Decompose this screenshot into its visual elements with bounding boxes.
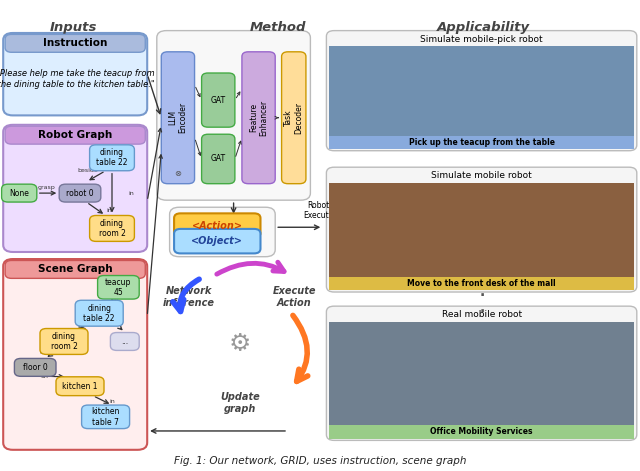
FancyBboxPatch shape [170, 207, 275, 257]
Text: <Object>: <Object> [191, 236, 243, 246]
Text: Simulate mobile-pick robot: Simulate mobile-pick robot [420, 34, 543, 44]
Text: ·
·: · · [479, 289, 484, 319]
Text: Pick up the teacup from the table: Pick up the teacup from the table [408, 138, 555, 147]
FancyBboxPatch shape [326, 31, 637, 151]
FancyBboxPatch shape [97, 276, 140, 299]
Text: Feature
Enhancer: Feature Enhancer [249, 100, 268, 136]
FancyBboxPatch shape [3, 125, 147, 252]
Text: dining
room 2: dining room 2 [99, 219, 125, 238]
FancyBboxPatch shape [329, 277, 634, 290]
Text: Fig. 1: Our network, GRID, uses instruction, scene graph: Fig. 1: Our network, GRID, uses instruct… [173, 455, 467, 466]
FancyBboxPatch shape [3, 33, 147, 115]
Text: Robot
Execute: Robot Execute [303, 201, 333, 220]
FancyBboxPatch shape [242, 52, 275, 184]
Text: GAT: GAT [211, 154, 226, 163]
Text: Task
Decoder: Task Decoder [284, 102, 303, 134]
FancyBboxPatch shape [174, 229, 260, 253]
Text: LLM
Encoder: LLM Encoder [168, 102, 188, 133]
Text: ⚙: ⚙ [229, 332, 251, 356]
FancyBboxPatch shape [90, 145, 134, 171]
FancyBboxPatch shape [5, 260, 145, 278]
FancyBboxPatch shape [282, 52, 306, 184]
FancyBboxPatch shape [326, 306, 637, 440]
Text: on: on [39, 349, 47, 355]
FancyBboxPatch shape [5, 126, 145, 144]
FancyBboxPatch shape [329, 322, 634, 425]
FancyBboxPatch shape [111, 333, 140, 350]
FancyBboxPatch shape [157, 31, 310, 200]
FancyBboxPatch shape [1, 184, 36, 202]
Text: Method: Method [250, 21, 307, 34]
Text: grasp: grasp [38, 185, 55, 190]
FancyBboxPatch shape [329, 46, 634, 136]
Text: GAT: GAT [211, 96, 226, 105]
Text: robot 0: robot 0 [66, 188, 94, 198]
Text: Real mobile robot: Real mobile robot [442, 310, 522, 319]
FancyBboxPatch shape [161, 52, 195, 184]
Text: "Please help me take the teacup from
 the dining table to the kitchen table.": "Please help me take the teacup from the… [0, 69, 155, 89]
FancyBboxPatch shape [40, 329, 88, 354]
FancyBboxPatch shape [56, 377, 104, 396]
FancyBboxPatch shape [202, 134, 235, 184]
Text: Simulate mobile robot: Simulate mobile robot [431, 171, 532, 180]
FancyBboxPatch shape [60, 184, 101, 202]
Text: Update
graph: Update graph [220, 392, 260, 414]
Text: dining
room 2: dining room 2 [51, 332, 77, 351]
Text: Robot Graph: Robot Graph [38, 130, 113, 140]
FancyBboxPatch shape [329, 425, 634, 439]
Text: Network
inference: Network inference [163, 286, 215, 308]
Text: Applicability: Applicability [436, 21, 530, 34]
FancyBboxPatch shape [329, 136, 634, 149]
Text: in: in [77, 325, 83, 330]
Text: in: in [109, 399, 115, 404]
Text: Move to the front desk of the mall: Move to the front desk of the mall [407, 279, 556, 288]
Text: dining
table 22: dining table 22 [83, 303, 115, 323]
FancyBboxPatch shape [82, 405, 130, 429]
Text: Inputs: Inputs [50, 21, 97, 34]
Text: dining
table 22: dining table 22 [96, 148, 128, 168]
Text: beside: beside [77, 168, 98, 173]
Text: Execute
Action: Execute Action [273, 286, 316, 308]
Text: teacup
45: teacup 45 [105, 277, 132, 297]
Text: Office Mobility Services: Office Mobility Services [430, 427, 533, 437]
Text: on: on [111, 298, 119, 303]
FancyBboxPatch shape [326, 167, 637, 292]
FancyBboxPatch shape [329, 183, 634, 277]
Text: Instruction: Instruction [43, 38, 108, 49]
Text: in: in [129, 191, 134, 195]
FancyBboxPatch shape [76, 300, 123, 326]
FancyBboxPatch shape [14, 358, 56, 376]
Text: kitchen
table 7: kitchen table 7 [92, 407, 120, 427]
FancyBboxPatch shape [5, 34, 145, 52]
Text: kitchen 1: kitchen 1 [62, 382, 98, 391]
Text: None: None [9, 188, 29, 198]
Text: <Action>: <Action> [192, 220, 243, 231]
FancyBboxPatch shape [90, 216, 134, 242]
Text: floor 0: floor 0 [23, 363, 47, 372]
Text: Scene Graph: Scene Graph [38, 264, 113, 275]
Text: in: in [106, 208, 111, 213]
Text: on: on [41, 374, 49, 379]
FancyBboxPatch shape [202, 73, 235, 127]
FancyBboxPatch shape [3, 259, 147, 450]
Text: ...: ... [121, 337, 129, 346]
Text: ⊗: ⊗ [175, 169, 181, 178]
FancyBboxPatch shape [174, 213, 260, 238]
